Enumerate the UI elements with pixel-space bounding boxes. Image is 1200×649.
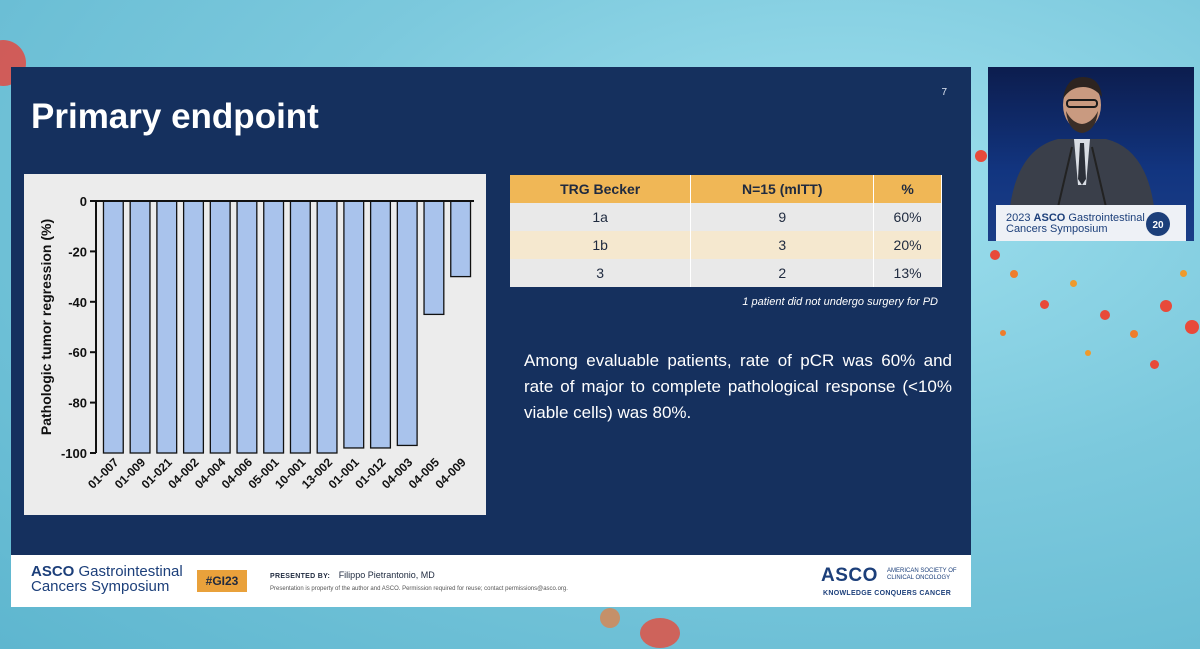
presenter-name: Filippo Pietrantonio, MD	[338, 570, 435, 580]
table-row: 1b 3 20%	[510, 231, 942, 259]
table-cell: 2	[690, 259, 875, 287]
podium-line2: Cancers Symposium	[1006, 223, 1108, 235]
y-tick-label: -80	[68, 396, 87, 411]
table-row: 1a 9 60%	[510, 203, 942, 231]
presented-by-label: PRESENTED BY:	[270, 573, 331, 580]
bar	[102, 200, 124, 454]
symposium-logo-brand: ASCO	[31, 563, 75, 580]
y-tick-label: -100	[61, 446, 87, 461]
bar	[369, 200, 392, 449]
table-header-cell: N=15 (mITT)	[690, 175, 875, 203]
y-tick-label: -40	[68, 295, 87, 310]
table-cell: 3	[690, 231, 875, 259]
table-header-cell: TRG Becker	[510, 175, 692, 203]
bar-chart: Pathologic tumor regression (%) 0 -20 -40 -6…	[38, 194, 474, 492]
table-cell: 9	[690, 203, 875, 231]
symposium-logo-line2: Cancers Symposium	[31, 578, 170, 595]
bar	[423, 200, 445, 316]
presenter-line: PRESENTED BY: Filippo Pietrantonio, MD	[270, 570, 435, 580]
summary-text: Among evaluable patients, rate of pCR wa…	[524, 351, 952, 422]
podium-logo: 2023 ASCO Gastrointestinal Cancers Sympo…	[1006, 213, 1145, 235]
y-tick-label: 0	[80, 194, 87, 209]
podium-brand: ASCO	[1033, 212, 1066, 224]
podium-badge-number: 20	[1152, 220, 1164, 231]
bar	[129, 200, 151, 454]
table-cell: 20%	[873, 231, 942, 259]
disclaimer-text: Presentation is property of the author a…	[270, 586, 568, 592]
bar	[209, 200, 231, 454]
slide-title: Primary endpoint	[31, 97, 319, 136]
x-tick-label: 04-009	[432, 455, 469, 492]
slide-footer: ASCO Gastrointestinal Cancers Symposium …	[11, 555, 971, 607]
bar	[450, 200, 472, 278]
y-tick-label: -60	[68, 345, 87, 360]
presentation-slide: Primary endpoint 7 Pathologic tumor regr…	[11, 67, 971, 607]
bar	[182, 200, 205, 454]
podium-line1: Gastrointestinal	[1068, 212, 1145, 224]
speaker-hair	[1063, 77, 1102, 99]
bar	[316, 200, 338, 454]
speaker-beard	[1066, 111, 1098, 133]
bar	[263, 200, 285, 454]
microphone	[1091, 146, 1107, 208]
y-tick-label: -20	[68, 244, 87, 259]
table-cell: 60%	[873, 203, 942, 231]
table-header-cell: %	[873, 175, 942, 203]
speaker-video-panel: 20 2023 ASCO Gastrointestinal Cancers Sy…	[988, 67, 1194, 241]
table-header-row: TRG Becker N=15 (mITT) %	[510, 175, 942, 203]
table-footnote: 1 patient did not undergo surgery for PD	[742, 296, 938, 308]
speaker-tie	[1078, 143, 1086, 185]
bar	[236, 200, 258, 454]
asco-tagline: KNOWLEDGE CONQUERS CANCER	[823, 590, 952, 597]
table-cell: 3	[510, 259, 692, 287]
slide-number: 7	[941, 87, 947, 98]
table-cell: 1a	[510, 203, 692, 231]
y-axis-label: Pathologic tumor regression (%)	[38, 219, 54, 435]
bar	[343, 200, 365, 449]
bar	[396, 200, 418, 447]
podium-badge	[1146, 212, 1170, 236]
trg-table: TRG Becker N=15 (mITT) % 1a 9 60% 1b 3 2…	[510, 175, 942, 287]
asco-logo-word: ASCO	[821, 565, 878, 586]
podium-year: 2023	[1006, 212, 1031, 224]
asco-logo: ASCO AMERICAN SOCIETY OF CLINICAL ONCOLO…	[821, 565, 957, 597]
symposium-logo-line1: Gastrointestinal	[78, 563, 183, 580]
bar	[289, 200, 311, 454]
table-cell: 13%	[873, 259, 942, 287]
speaker-image: 20	[996, 77, 1186, 241]
table-cell: 1b	[510, 231, 692, 259]
asco-logo-subtitle: AMERICAN SOCIETY OF CLINICAL ONCOLOGY	[887, 568, 957, 581]
table-row: 3 2 13%	[510, 259, 942, 287]
speaker-glasses	[1066, 99, 1098, 108]
hashtag-badge: #GI23	[197, 570, 247, 592]
symposium-logo: ASCO Gastrointestinal Cancers Symposium	[31, 564, 183, 594]
bar-chart-panel: Pathologic tumor regression (%) 0 -20 -40 -6…	[24, 174, 486, 515]
microphone	[1057, 146, 1073, 208]
bar	[156, 200, 178, 454]
speaker-head	[1063, 80, 1101, 130]
